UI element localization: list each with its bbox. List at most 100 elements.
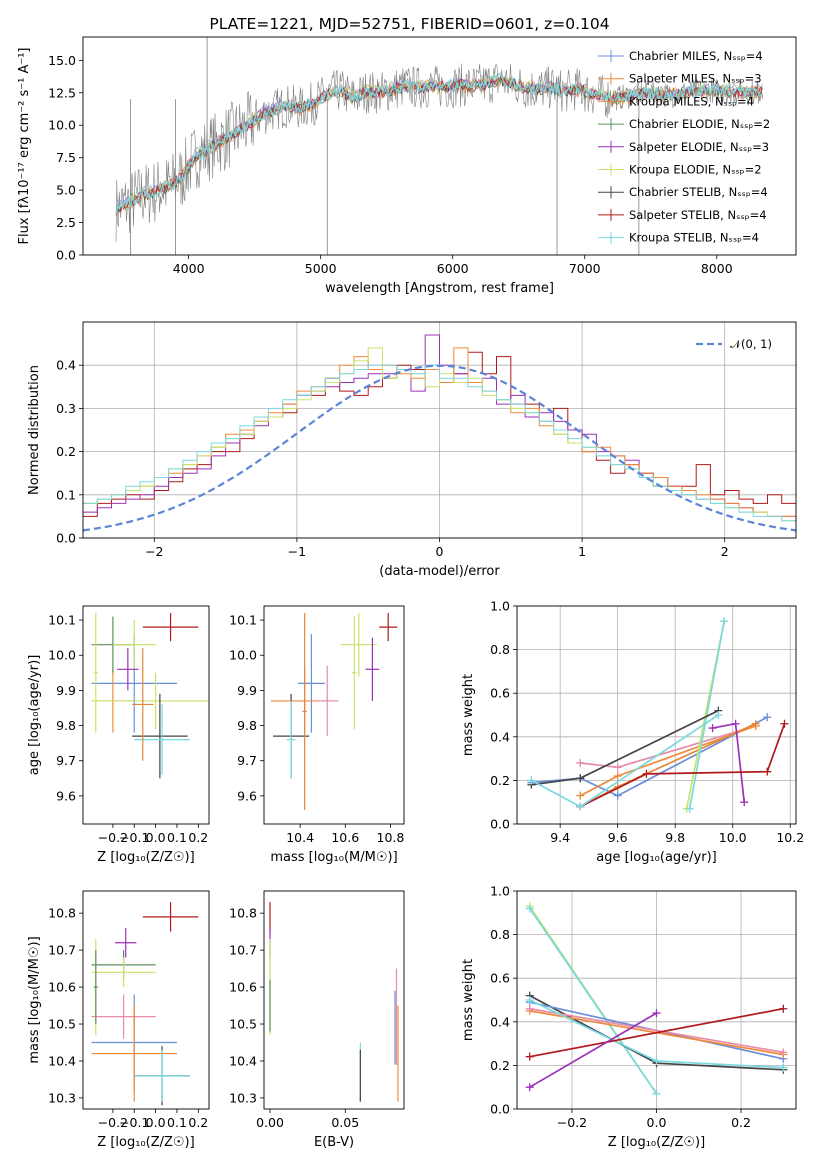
model-spectrum-line [115, 75, 763, 215]
y-tick-label: 0.0 [490, 817, 510, 832]
series-line [529, 1007, 784, 1058]
y-tick-label: 9.8 [237, 718, 257, 733]
series-marker [708, 724, 717, 733]
x-tick-label: 9.8 [665, 830, 685, 845]
series-marker [751, 719, 760, 728]
y-tick-label: 0.4 [490, 729, 510, 744]
data-point-errorbar [93, 613, 98, 733]
y-tick-label: 0.0 [56, 248, 76, 263]
plot-area [91, 902, 199, 1106]
y-tick-label: 10.0 [48, 648, 76, 663]
legend-label: Salpeter STELIB, Nₛₛₚ=4 [629, 208, 767, 222]
series-marker [779, 1048, 788, 1057]
y-tick-label: 10.5 [48, 1017, 76, 1032]
x-tick-label: 0.1 [167, 830, 187, 845]
data-point-errorbar [315, 665, 339, 737]
series-marker [731, 719, 740, 728]
data-point-errorbar [132, 693, 188, 779]
series-marker [576, 774, 585, 783]
y-tick-label: 10.3 [48, 1090, 76, 1105]
series-line [529, 1007, 784, 1054]
y-tick-label: 5.0 [56, 183, 76, 198]
y-tick-label: 0.4 [490, 1014, 510, 1029]
series-marker [652, 1009, 661, 1018]
data-point-errorbar [134, 704, 190, 775]
data-point-errorbar [91, 957, 156, 988]
chart-residual-histogram: −2 −1 0 1 2 0.0 0.1 0.2 0.3 0.4 (data-model)/error… [27, 321, 797, 579]
gaussian-curve [83, 364, 796, 532]
x-tick-label: 0.1 [167, 1115, 187, 1130]
y-tick-label: 10.0 [48, 118, 76, 133]
series-line [529, 1012, 657, 1088]
y-tick-label: 9.6 [56, 788, 76, 803]
plot-area [525, 902, 788, 1098]
chart-massweight-vs-age: 9.4 9.6 9.8 10.0 10.2 0.0 0.2 0.4 0.6 0.8 1.0 age [… [461, 599, 804, 866]
series-marker [763, 713, 772, 722]
axes-frame [263, 605, 405, 825]
series-marker [576, 758, 585, 767]
series-marker [720, 617, 729, 626]
data-point-errorbar [142, 902, 199, 932]
model-spectrum-line [115, 74, 763, 215]
series-marker [613, 772, 622, 781]
x-tick-label: 9.6 [608, 830, 628, 845]
y-tick-label: 10.8 [48, 906, 76, 921]
x-tick-label: 0.0 [146, 830, 166, 845]
axes-frame [263, 890, 405, 1110]
chart-spectrum: 4000 5000 6000 7000 8000 0.0 2.5 5.0 7.5 10.0 12.5… [17, 36, 797, 296]
x-tick-label: −1 [288, 544, 306, 559]
axes-frame [82, 890, 210, 1110]
series-marker [525, 904, 534, 913]
chart-mass-vs-z: −0.2−0.10.0 0.1 0.2 10.3 10.4 10.5 10.6 10.7 10.… [27, 890, 210, 1150]
x-tick-label: 0 [436, 544, 444, 559]
x-tick-label: 1 [578, 544, 586, 559]
axes-frame [82, 36, 797, 256]
series-marker [763, 767, 772, 776]
legend-label: Kroupa STELIB, Nₛₛₚ=4 [629, 231, 759, 245]
x-tick-label: 0.05 [331, 1115, 359, 1130]
y-tick-label: 10.0 [229, 648, 257, 663]
data-point-errorbar [115, 927, 137, 958]
y-tick-label: 2.5 [56, 215, 76, 230]
chart-age-vs-mass: 10.4 10.6 10.8 9.6 9.7 9.8 9.9 10.0 10.1 mass [lo… [229, 605, 405, 865]
y-tick-label: 10.1 [229, 613, 257, 628]
legend-label: Chabrier STELIB, Nₛₛₚ=4 [629, 185, 768, 199]
y-tick-label: 7.5 [56, 150, 76, 165]
data-point-errorbar [134, 1049, 190, 1102]
axes-frame [82, 321, 797, 539]
series-marker [779, 1063, 788, 1072]
plot-area [115, 37, 763, 255]
series-line [688, 621, 725, 809]
y-tick-label: 0.0 [56, 531, 76, 546]
series-marker [652, 1089, 661, 1098]
y-tick-label: 10.3 [229, 1090, 257, 1105]
y-tick-label: 0.4 [56, 358, 76, 373]
y-tick-label: 9.7 [237, 753, 257, 768]
legend-label: Kroupa MILES, Nₛₛₚ=4 [629, 94, 754, 108]
x-tick-label: 0.00 [256, 1115, 284, 1130]
y-tick-label: 9.6 [237, 788, 257, 803]
x-tick-label: −0.2 [98, 830, 128, 845]
y-tick-label: 0.2 [490, 1058, 510, 1073]
x-tick-label: 0.2 [188, 1115, 208, 1130]
series-marker [576, 802, 585, 811]
y-tick-label: 10.6 [229, 980, 257, 995]
data-point-errorbar [142, 613, 199, 642]
x-tick-label: 2 [721, 544, 729, 559]
series-line [580, 725, 756, 769]
x-tick-label: 8000 [701, 261, 733, 276]
data-point-errorbar [365, 637, 380, 701]
data-point-errorbar [340, 613, 377, 677]
y-axis-label: mass [log₁₀(M/M☉)] [27, 936, 42, 1063]
y-tick-label: 10.7 [229, 943, 257, 958]
x-tick-label: 0.2 [188, 830, 208, 845]
plot-area [91, 613, 209, 779]
y-axis-label: age [log₁₀(age/yr)] [27, 655, 42, 776]
x-tick-label: 0.2 [731, 1115, 751, 1130]
series-marker [780, 719, 789, 728]
data-point-errorbar [379, 613, 398, 642]
plot-area [83, 334, 796, 532]
y-tick-label: 0.8 [490, 927, 510, 942]
data-point-errorbar [91, 1005, 177, 1102]
